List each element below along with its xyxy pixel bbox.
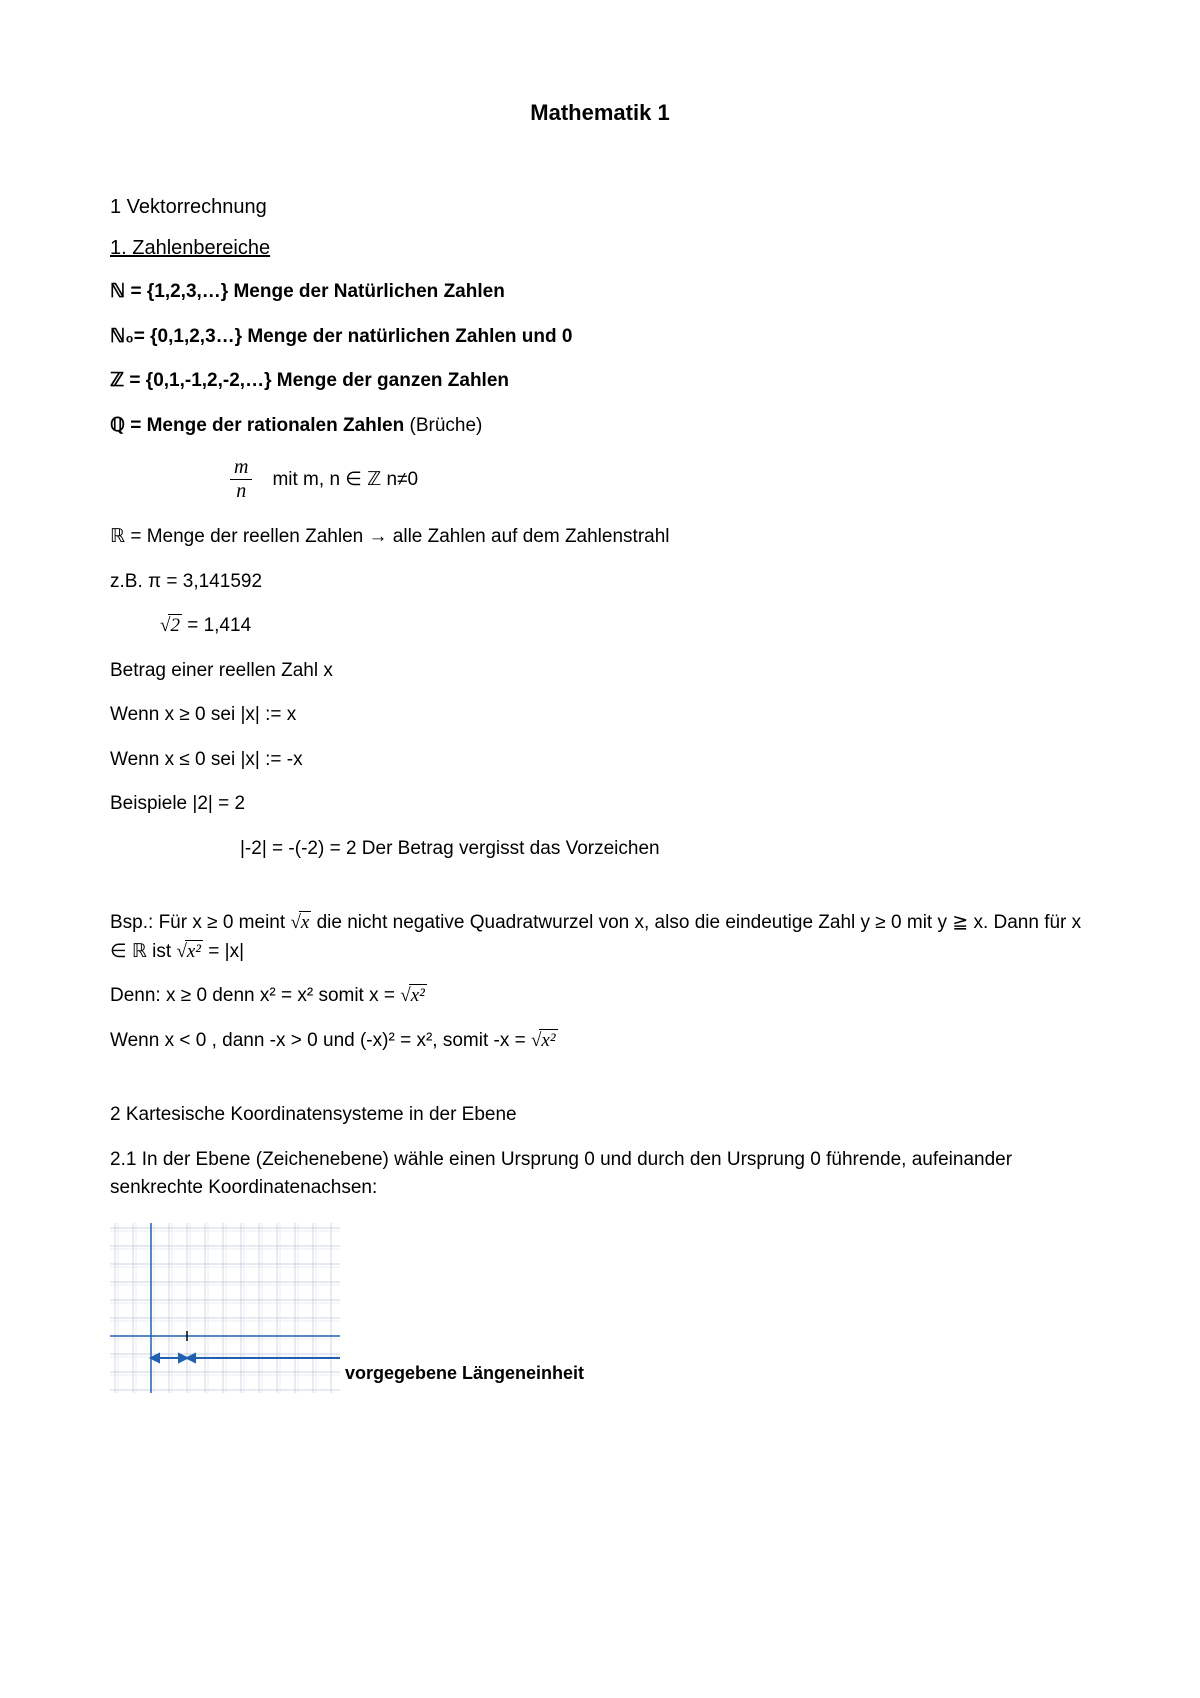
absolute-value-title: Betrag einer reellen Zahl x [110, 657, 1090, 686]
fraction-numerator: m [230, 456, 252, 480]
natural-numbers-zero-line: ℕ₀= {0,1,2,3…} Menge der natürlichen Zah… [110, 323, 1090, 352]
grid-svg [110, 1223, 350, 1398]
real-numbers-line: ℝ = Menge der reellen Zahlen → alle Zahl… [110, 523, 1090, 552]
subsection-heading: 1. Zahlenbereiche [110, 237, 1090, 260]
sqrt2-example: 2 = 1,414 [160, 612, 1090, 641]
sqrt-x2-icon: x² [176, 938, 203, 967]
page-title: Mathematik 1 [110, 100, 1090, 126]
section-1-heading: 1 Vektorrechnung [110, 196, 1090, 219]
grid-unit-label: vorgegebene Längeneinheit [345, 1363, 584, 1384]
absolute-positive: Wenn x ≥ 0 sei |x| := x [110, 701, 1090, 730]
sqrt-icon: 2 [160, 612, 182, 641]
fraction-denominator: n [232, 480, 250, 503]
sqrt-denn-icon: x² [400, 982, 427, 1011]
rationals-suffix: (Brüche) [410, 415, 483, 436]
rationals-line: ℚ = Menge der rationalen Zahlen (Brüche) [110, 412, 1090, 441]
sqrt2-value: = 1,414 [182, 615, 251, 636]
section-2-text: 2.1 In der Ebene (Zeichenebene) wähle ei… [110, 1146, 1090, 1203]
pi-example: z.B. π = 3,141592 [110, 568, 1090, 597]
absolute-negative: Wenn x ≤ 0 sei |x| := -x [110, 746, 1090, 775]
fraction-condition: mit m, n ∈ ℤ n≠0 [272, 468, 418, 491]
integers-line: ℤ = {0,1,-1,2,-2,…} Menge der ganzen Zah… [110, 367, 1090, 396]
denn-line: Denn: x ≥ 0 denn x² = x² somit x = x² [110, 982, 1090, 1011]
sqrt-x-icon: x [290, 909, 311, 938]
section-2-heading: 2 Kartesische Koordinatensysteme in der … [110, 1101, 1090, 1130]
fraction-definition: m n mit m, n ∈ ℤ n≠0 [230, 456, 1090, 503]
coordinate-grid-diagram: vorgegebene Längeneinheit [110, 1223, 1090, 1403]
rationals-text: ℚ = Menge der rationalen Zahlen [110, 415, 410, 436]
fraction-m-over-n: m n [230, 456, 252, 503]
example-label: Beispiele |2| = 2 [110, 790, 1090, 819]
bsp-line-1: Bsp.: Für x ≥ 0 meint x die nicht negati… [110, 909, 1090, 966]
wenn-line: Wenn x < 0 , dann -x > 0 und (-x)² = x²,… [110, 1027, 1090, 1056]
natural-numbers-line: ℕ = {1,2,3,…} Menge der Natürlichen Zahl… [110, 278, 1090, 307]
example-2: |-2| = -(-2) = 2 Der Betrag vergisst das… [240, 835, 1090, 864]
sqrt-wenn-icon: x² [531, 1027, 558, 1056]
